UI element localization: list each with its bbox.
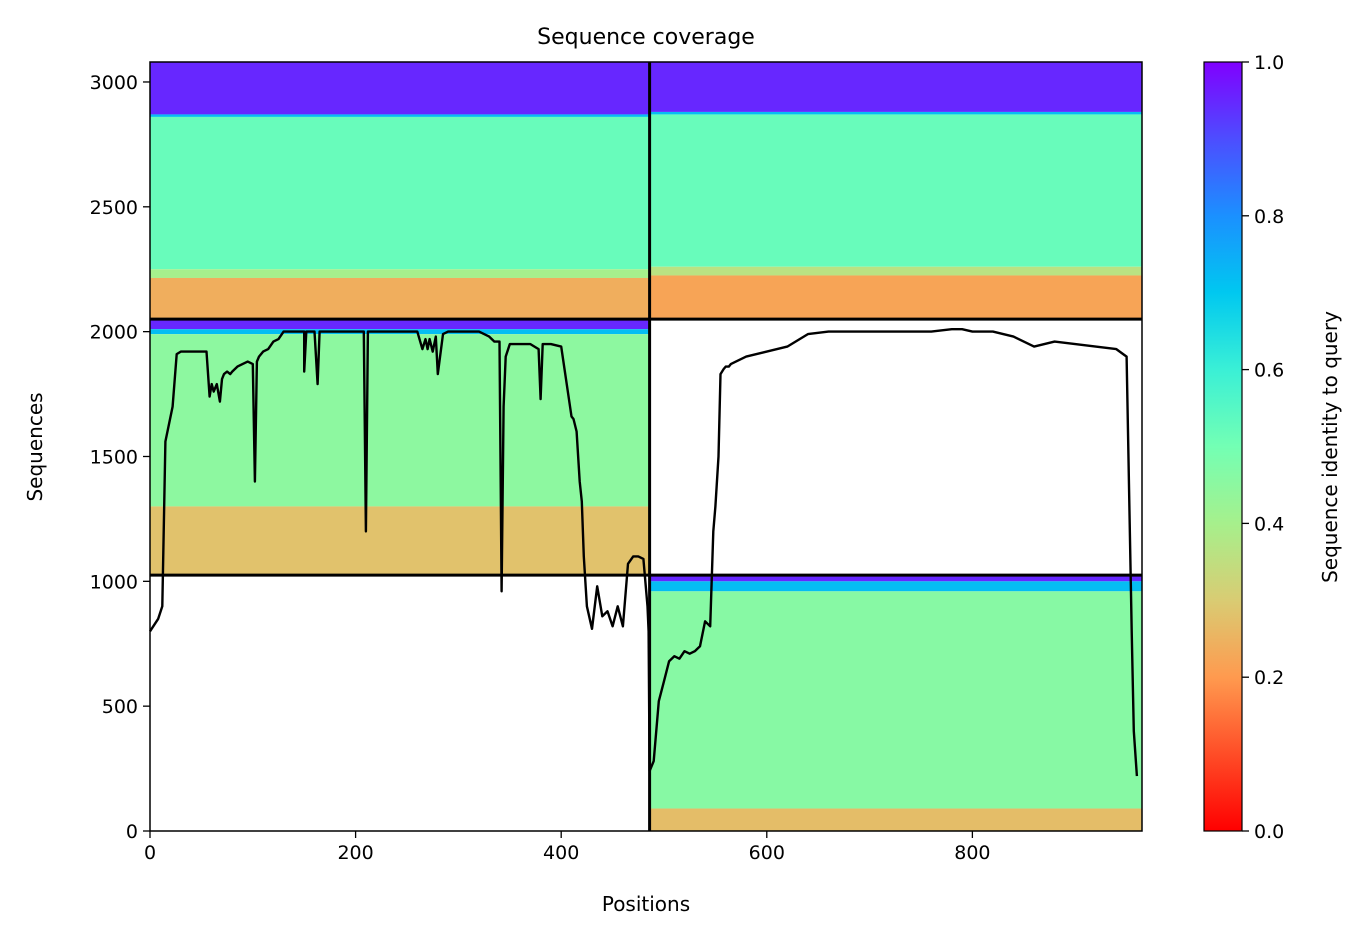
colorbar-label: Sequence identity to query [1318, 311, 1342, 583]
y-axis-label: Sequences [23, 392, 47, 501]
y-tick-label-500: 500 [102, 696, 138, 718]
colorbar-tick-label-0: 0.0 [1254, 821, 1284, 843]
coverage-line [148, 328, 1139, 777]
coverage-band-2-0 [150, 319, 650, 330]
x-tick-label-600: 600 [749, 842, 785, 864]
coverage-band-1-3 [649, 266, 1142, 276]
colorbar-ticks: 0.0 0.2 0.4 0.6 0.8 1.0 [1242, 52, 1284, 843]
y-tick-label-1500: 1500 [90, 446, 138, 468]
y-tick-label-2500: 2500 [90, 197, 138, 219]
x-tick-label-0: 0 [144, 842, 156, 864]
y-tick-label-1000: 1000 [90, 571, 138, 593]
coverage-band-3-2 [649, 591, 1142, 809]
x-axis-label: Positions [602, 892, 690, 916]
colorbar-tick-label-3: 0.6 [1254, 360, 1284, 382]
coverage-band-0-4 [150, 277, 650, 320]
coverage-band-1-2 [649, 114, 1142, 267]
coverage-band-3-3 [649, 808, 1142, 831]
coverage-band-0-3 [150, 269, 650, 278]
coverage-band-2-3 [150, 506, 650, 576]
y-tick-label-0: 0 [126, 821, 138, 843]
coverage-band-2-2 [150, 334, 650, 507]
colorbar-tick-label-1: 0.2 [1254, 667, 1284, 689]
chart-title: Sequence coverage [537, 25, 755, 50]
y-tick-label-2000: 2000 [90, 322, 138, 344]
y-axis-ticks: 0 500 1000 1500 2000 2500 3000 [90, 72, 150, 843]
colorbar-tick-label-5: 1.0 [1254, 52, 1284, 74]
coverage-band-1-0 [649, 62, 1142, 112]
coverage-band-3-1 [649, 581, 1142, 592]
coverage-band-0-1 [150, 114, 650, 117]
coverage-band-1-4 [649, 275, 1142, 320]
colorbar-tick-label-4: 0.8 [1254, 206, 1284, 228]
coverage-band-3-0 [649, 575, 1142, 582]
x-tick-label-200: 200 [337, 842, 373, 864]
coverage-band-1-1 [649, 111, 1142, 115]
colorbar-tick-label-2: 0.4 [1254, 513, 1284, 535]
coverage-band-0-0 [150, 62, 650, 115]
x-tick-label-800: 800 [954, 842, 990, 864]
coverage-line-layer [148, 328, 1139, 777]
coverage-blocks [150, 62, 1142, 831]
plot-frame [149, 61, 1143, 832]
y-tick-label-3000: 3000 [90, 72, 138, 94]
x-tick-label-400: 400 [543, 842, 579, 864]
coverage-band-0-2 [150, 116, 650, 270]
x-axis-ticks: 0 200 400 600 800 [144, 831, 991, 864]
colorbar [1203, 61, 1243, 832]
